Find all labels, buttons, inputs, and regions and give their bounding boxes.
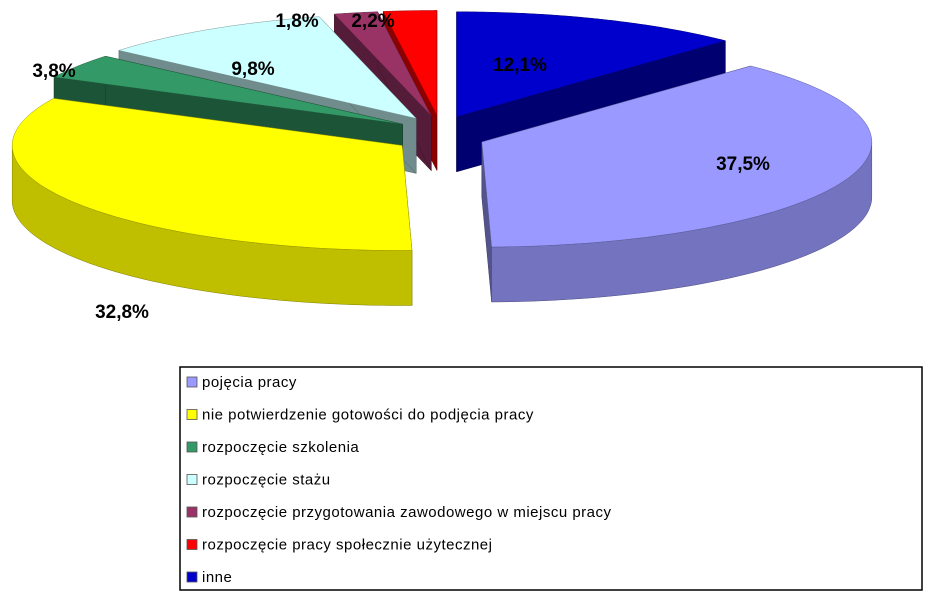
slice-top <box>456 11 727 118</box>
data-label: 3,8% <box>32 61 75 82</box>
legend-label: nie potwierdzenie gotowości do podjęcia … <box>202 406 534 423</box>
legend-swatch <box>186 506 198 518</box>
pie-slice <box>11 98 413 306</box>
data-label: 9,8% <box>231 59 274 80</box>
legend-swatch <box>186 409 198 420</box>
legend-label: rozpoczęcie przygotowania zawodowego w m… <box>202 504 612 521</box>
slice-top <box>481 65 873 248</box>
slice-top <box>382 10 438 116</box>
slice-top <box>53 55 403 125</box>
legend-swatch <box>186 474 198 485</box>
legend-label: inne <box>202 569 232 586</box>
slice-top <box>11 98 413 251</box>
legend-swatch <box>186 376 198 388</box>
data-label: 2,2% <box>351 11 394 32</box>
legend-label: rozpoczęcie pracy społecznie użytecznej <box>202 536 492 553</box>
slice-top <box>333 11 432 116</box>
legend-label: pojęcia pracy <box>202 374 297 391</box>
data-label: 32,8% <box>95 302 149 323</box>
data-label: 37,5% <box>716 154 770 175</box>
slice-top <box>117 16 417 119</box>
legend-swatch <box>186 539 198 550</box>
legend-box <box>179 366 923 591</box>
legend-swatch <box>186 571 198 583</box>
pie-slice <box>481 65 873 303</box>
data-label: 12,1% <box>493 55 547 76</box>
legend-label: rozpoczęcie stażu <box>202 471 331 488</box>
legend-swatch <box>186 441 198 453</box>
data-label: 1,8% <box>275 11 318 32</box>
legend-label: rozpoczęcie szkolenia <box>202 439 359 456</box>
